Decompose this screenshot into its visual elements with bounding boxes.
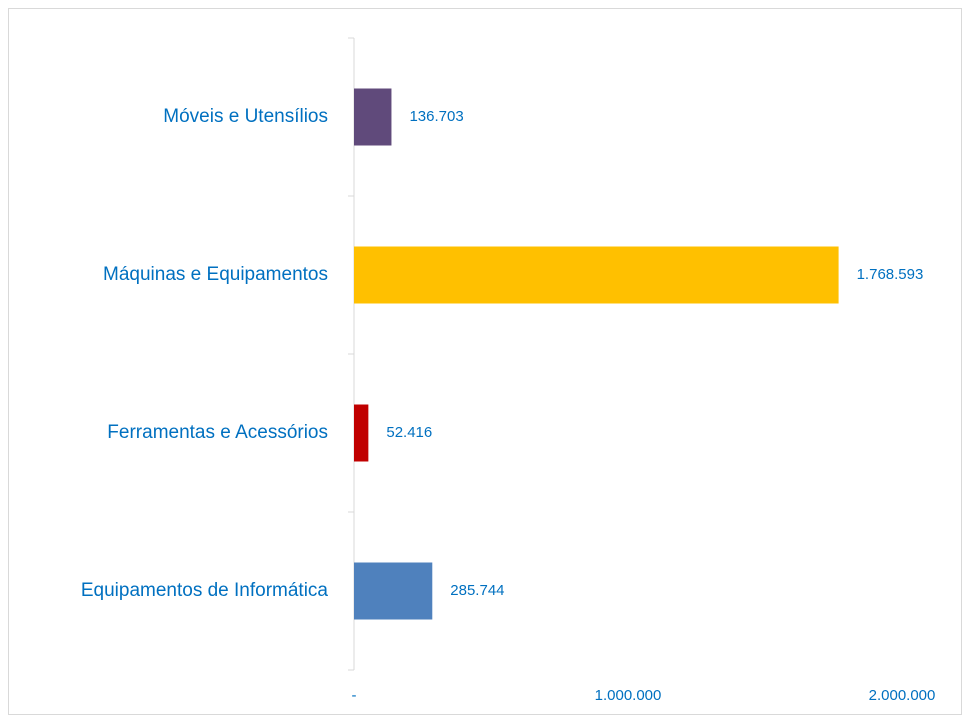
- x-tick-label: -: [352, 687, 357, 704]
- value-label: 52.416: [386, 424, 432, 441]
- value-label: 285.744: [450, 582, 504, 599]
- y-tick-label: Móveis e Utensílios: [163, 106, 328, 127]
- x-tick-label: 2.000.000: [869, 687, 936, 704]
- bar: [354, 88, 392, 146]
- y-tick-label: Ferramentas e Acessórios: [107, 422, 328, 443]
- bar: [354, 562, 433, 620]
- bar: [354, 404, 369, 462]
- y-tick-label: Equipamentos de Informática: [81, 580, 329, 601]
- value-label: 136.703: [409, 108, 463, 125]
- x-tick-label: 1.000.000: [595, 687, 662, 704]
- y-tick-label: Máquinas e Equipamentos: [103, 264, 328, 285]
- bar: [354, 246, 839, 304]
- chart-border: [8, 8, 962, 715]
- value-label: 1.768.593: [857, 266, 924, 283]
